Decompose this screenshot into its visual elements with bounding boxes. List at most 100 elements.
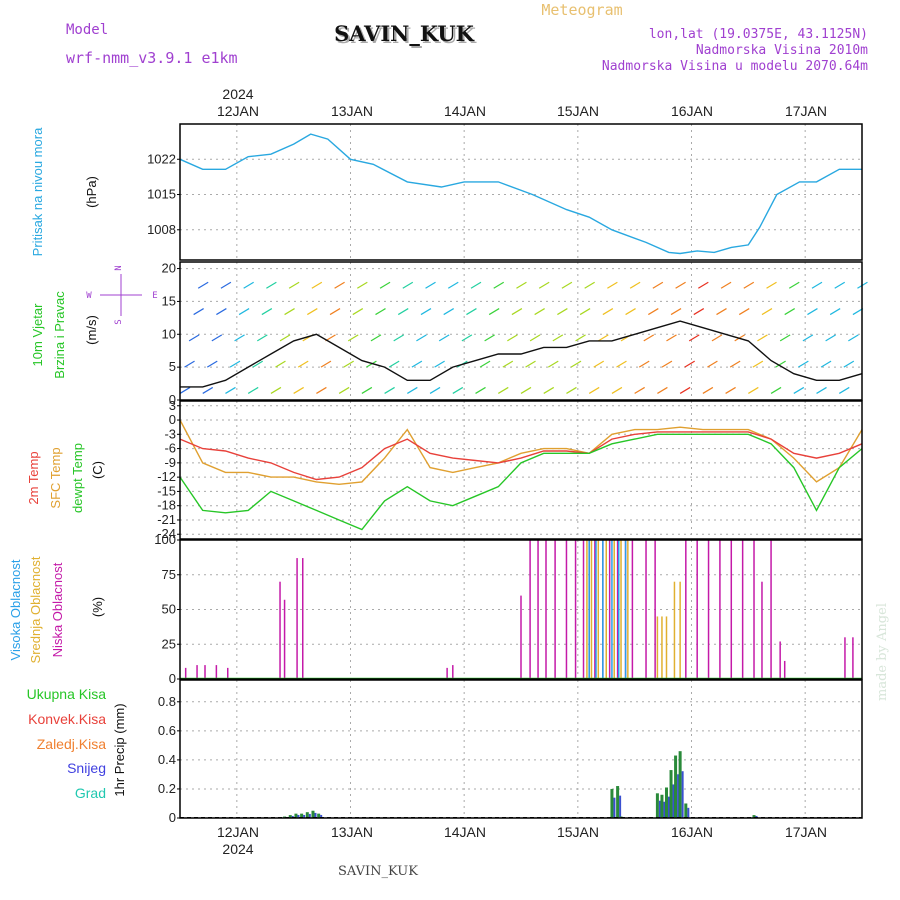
bottom-date-12jan: 12JAN — [217, 824, 259, 840]
precip-snow-bar — [297, 814, 300, 818]
wind-barb — [643, 334, 655, 342]
wind-barb — [825, 334, 836, 342]
pressure-title: Pritisak na nivou mora — [30, 127, 45, 256]
wind-barb — [748, 386, 759, 394]
wind-barb — [516, 281, 527, 289]
precip-snow-bar — [663, 801, 666, 818]
meteogram-subtitle: Meteogram — [541, 1, 622, 19]
wind-barb — [407, 386, 418, 394]
precip-snow-bar — [619, 795, 622, 818]
wind-barb — [820, 360, 832, 368]
wind-barb — [657, 386, 668, 394]
precip-bar — [317, 813, 321, 818]
frame-precip — [179, 679, 863, 819]
precip-snow-bar — [658, 800, 661, 818]
precip-ylabel: 1hr Precip (mm) — [112, 703, 127, 796]
top-year-label: 2024 — [222, 86, 253, 102]
wind-barb — [788, 281, 800, 289]
wind-barb — [293, 386, 304, 394]
ytick-clouds: 75 — [162, 567, 176, 582]
wind-barb — [629, 281, 641, 289]
wind-barb — [279, 334, 291, 342]
ytick-temperature: -24 — [157, 526, 176, 541]
wind-barb — [507, 334, 518, 342]
precip-bar — [616, 786, 620, 818]
ytick-clouds: 25 — [162, 636, 176, 651]
wind-barb — [529, 334, 541, 342]
precip-bar — [288, 815, 292, 818]
precip-snow-bar — [667, 796, 670, 818]
precip-bar — [684, 803, 688, 818]
precip-snow-bar — [291, 815, 294, 818]
compass-s: S — [114, 319, 124, 324]
wind-barb — [684, 360, 695, 368]
wind-barb — [725, 386, 736, 394]
precip-snow-bar — [687, 807, 690, 818]
top-date-17jan: 17JAN — [785, 103, 827, 119]
wind-barb — [807, 308, 818, 316]
wind-barb — [675, 281, 686, 289]
wind-barb — [352, 308, 364, 316]
temp2m-title: 2m Temp — [26, 451, 41, 504]
legend-total-rain: Ukupna Kisa — [27, 686, 107, 702]
legend-snow: Snijeg — [67, 760, 106, 776]
wind-barb — [511, 308, 523, 316]
ytick-wind: 0 — [169, 392, 176, 407]
wind-barb — [452, 386, 464, 394]
wind-barb — [266, 281, 277, 289]
wind-barb — [243, 281, 254, 289]
wind-barb — [288, 281, 300, 289]
pressure-unit: (hPa) — [84, 176, 99, 208]
wind-barb — [607, 281, 618, 289]
wind-barb — [447, 281, 459, 289]
wind-barb — [234, 334, 245, 342]
wind-barb — [811, 281, 823, 289]
precip-snow-bar — [677, 774, 680, 818]
bottom-date-14jan: 14JAN — [444, 824, 486, 840]
footer-station: SAVIN_KUK — [338, 864, 418, 879]
wind-barb — [520, 386, 532, 394]
wind-barb — [852, 308, 864, 316]
wind-barb — [738, 308, 750, 316]
wind-barb — [779, 334, 791, 342]
wind-barb — [329, 308, 341, 316]
wind-barb — [625, 308, 636, 316]
mid-cloud-title: Srednja Oblacnost — [28, 556, 43, 663]
temp-unit: (C) — [90, 461, 105, 479]
wind-barb — [429, 386, 441, 394]
wind-barb — [397, 308, 409, 316]
wind-barb — [652, 281, 664, 289]
wind-barb — [743, 281, 755, 289]
wind-barb — [802, 334, 814, 342]
wind-barb — [184, 360, 195, 368]
legend-freezing-rain: Zaledj.Kisa — [37, 736, 106, 752]
wind-barb — [661, 360, 673, 368]
wind-barb — [838, 386, 850, 394]
wind-barb — [502, 360, 514, 368]
wind-speed-line — [180, 320, 863, 388]
compass-e: E — [152, 291, 157, 301]
bottom-date-16jan: 16JAN — [671, 824, 713, 840]
wind-barb — [784, 308, 796, 316]
wind-barb — [466, 308, 477, 316]
precip-snow-bar — [308, 813, 311, 818]
sfc-title: SFC Temp — [48, 447, 63, 508]
wind-barb — [775, 360, 786, 368]
wind-barb — [334, 281, 345, 289]
wind-barb — [666, 334, 677, 342]
model-name: wrf-nmm_v3.9.1 e1km — [66, 49, 238, 67]
dewpt-line — [179, 433, 863, 531]
precip-bar — [752, 815, 756, 818]
ytick-clouds: 0 — [169, 671, 176, 686]
wind-barb — [798, 360, 809, 368]
watermark: made by Angel — [875, 603, 890, 701]
wind-barb — [388, 360, 400, 368]
wind-barb — [752, 360, 764, 368]
frame-wind — [179, 261, 863, 401]
top-date-16jan: 16JAN — [671, 103, 713, 119]
wind-barb — [357, 281, 368, 289]
ytick-precip: 0.4 — [158, 752, 176, 767]
ytick-temperature: -6 — [164, 441, 176, 456]
sfc-temp-line — [179, 419, 863, 486]
